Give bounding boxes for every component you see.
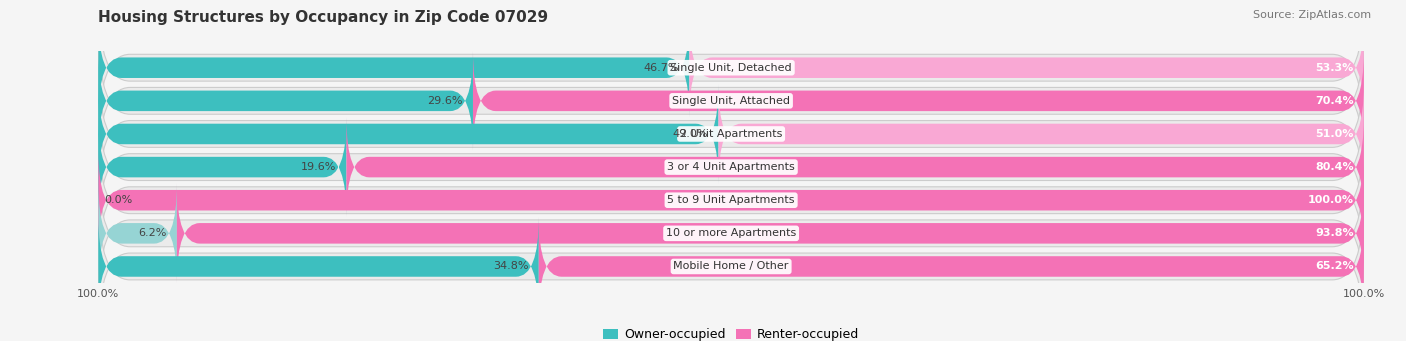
Text: 34.8%: 34.8% xyxy=(494,262,529,271)
Text: 0.0%: 0.0% xyxy=(105,195,134,205)
FancyBboxPatch shape xyxy=(98,85,718,183)
Text: 6.2%: 6.2% xyxy=(138,228,167,238)
Text: 19.6%: 19.6% xyxy=(301,162,336,172)
Legend: Owner-occupied, Renter-occupied: Owner-occupied, Renter-occupied xyxy=(598,323,865,341)
Text: 49.0%: 49.0% xyxy=(673,129,709,139)
FancyBboxPatch shape xyxy=(98,0,1364,137)
Text: 80.4%: 80.4% xyxy=(1315,162,1354,172)
Text: Single Unit, Detached: Single Unit, Detached xyxy=(671,63,792,73)
Text: 51.0%: 51.0% xyxy=(1316,129,1354,139)
FancyBboxPatch shape xyxy=(98,131,1364,270)
FancyBboxPatch shape xyxy=(98,51,472,150)
FancyBboxPatch shape xyxy=(98,217,538,316)
FancyBboxPatch shape xyxy=(98,164,1364,303)
Text: 100.0%: 100.0% xyxy=(1308,195,1354,205)
FancyBboxPatch shape xyxy=(98,18,689,117)
Text: 2 Unit Apartments: 2 Unit Apartments xyxy=(681,129,782,139)
Text: Housing Structures by Occupancy in Zip Code 07029: Housing Structures by Occupancy in Zip C… xyxy=(98,10,548,25)
FancyBboxPatch shape xyxy=(98,98,1364,237)
FancyBboxPatch shape xyxy=(98,118,346,217)
Text: Mobile Home / Other: Mobile Home / Other xyxy=(673,262,789,271)
FancyBboxPatch shape xyxy=(98,151,1364,250)
FancyBboxPatch shape xyxy=(689,18,1364,117)
FancyBboxPatch shape xyxy=(538,217,1364,316)
FancyBboxPatch shape xyxy=(98,197,1364,336)
Text: 5 to 9 Unit Apartments: 5 to 9 Unit Apartments xyxy=(668,195,794,205)
Text: 46.7%: 46.7% xyxy=(644,63,679,73)
Text: 93.8%: 93.8% xyxy=(1315,228,1354,238)
Text: 10 or more Apartments: 10 or more Apartments xyxy=(666,228,796,238)
Text: Single Unit, Attached: Single Unit, Attached xyxy=(672,96,790,106)
Text: 29.6%: 29.6% xyxy=(427,96,463,106)
Text: 3 or 4 Unit Apartments: 3 or 4 Unit Apartments xyxy=(668,162,794,172)
FancyBboxPatch shape xyxy=(718,85,1364,183)
FancyBboxPatch shape xyxy=(346,118,1364,217)
FancyBboxPatch shape xyxy=(98,64,1364,203)
FancyBboxPatch shape xyxy=(98,31,1364,170)
FancyBboxPatch shape xyxy=(98,184,177,283)
FancyBboxPatch shape xyxy=(177,184,1364,283)
Text: Source: ZipAtlas.com: Source: ZipAtlas.com xyxy=(1253,10,1371,20)
Text: 70.4%: 70.4% xyxy=(1315,96,1354,106)
FancyBboxPatch shape xyxy=(472,51,1364,150)
Text: 65.2%: 65.2% xyxy=(1315,262,1354,271)
Text: 53.3%: 53.3% xyxy=(1316,63,1354,73)
